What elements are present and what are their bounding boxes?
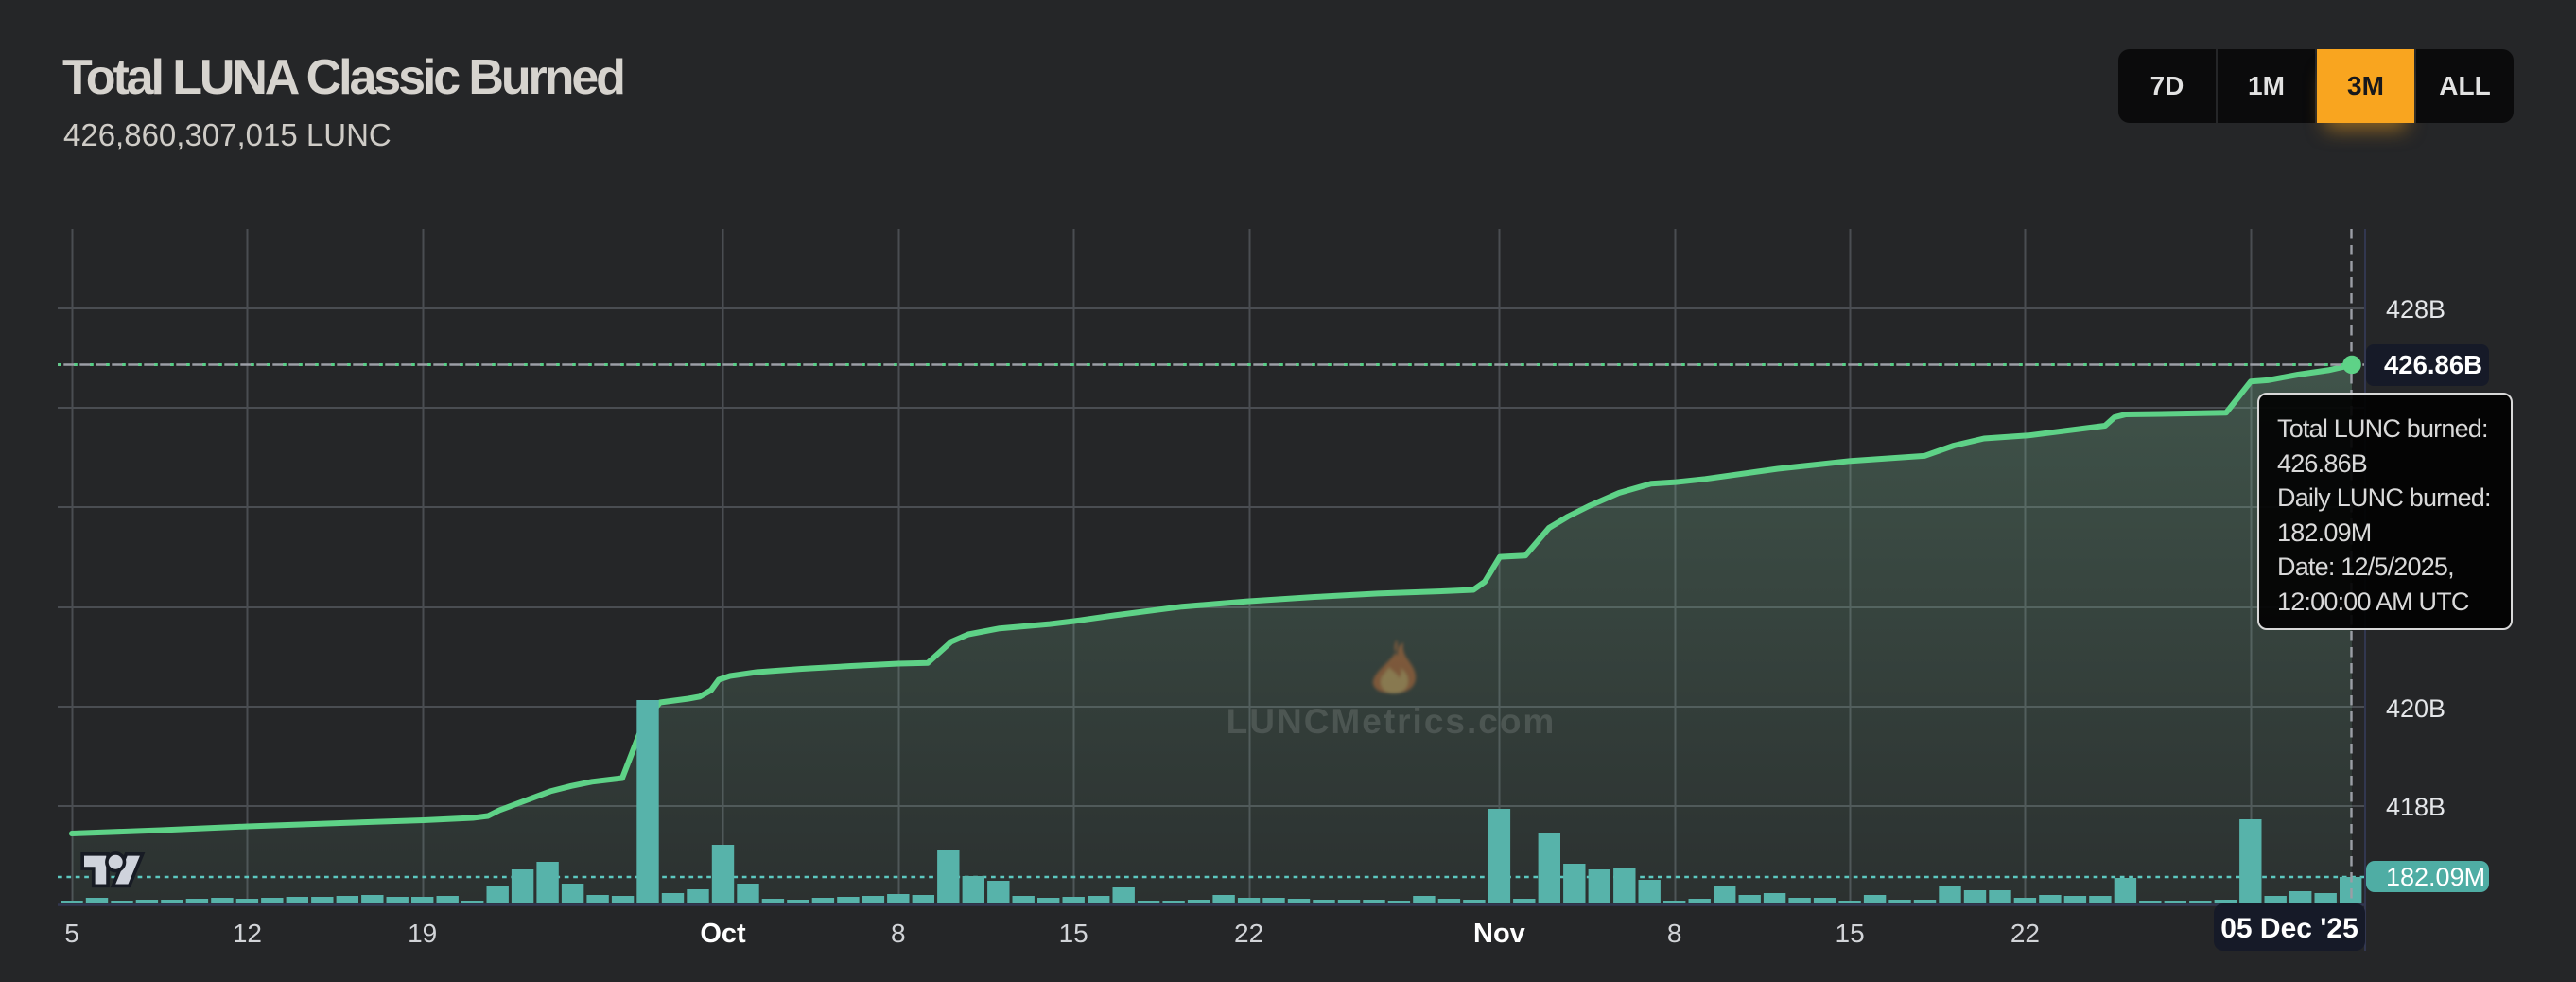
- svg-text:22: 22: [2010, 919, 2040, 948]
- svg-text:8: 8: [891, 919, 906, 948]
- svg-text:Nov: Nov: [1473, 919, 1525, 949]
- svg-text:19: 19: [408, 919, 437, 948]
- svg-text:5: 5: [64, 919, 79, 948]
- svg-text:15: 15: [1836, 919, 1865, 948]
- svg-text:418B: 418B: [2386, 793, 2445, 821]
- svg-text:428B: 428B: [2386, 295, 2445, 324]
- svg-text:05 Dec '25: 05 Dec '25: [2220, 913, 2358, 944]
- svg-text:426.86B: 426.86B: [2384, 350, 2482, 379]
- svg-text:182.09M: 182.09M: [2386, 863, 2485, 891]
- svg-text:22: 22: [1234, 919, 1263, 948]
- svg-text:LUNCMetrics.com: LUNCMetrics.com: [1227, 702, 1557, 741]
- svg-text:12: 12: [233, 919, 262, 948]
- svg-text:Oct: Oct: [700, 919, 746, 949]
- svg-text:420B: 420B: [2386, 694, 2445, 723]
- svg-text:8: 8: [1667, 919, 1682, 948]
- svg-text:15: 15: [1059, 919, 1088, 948]
